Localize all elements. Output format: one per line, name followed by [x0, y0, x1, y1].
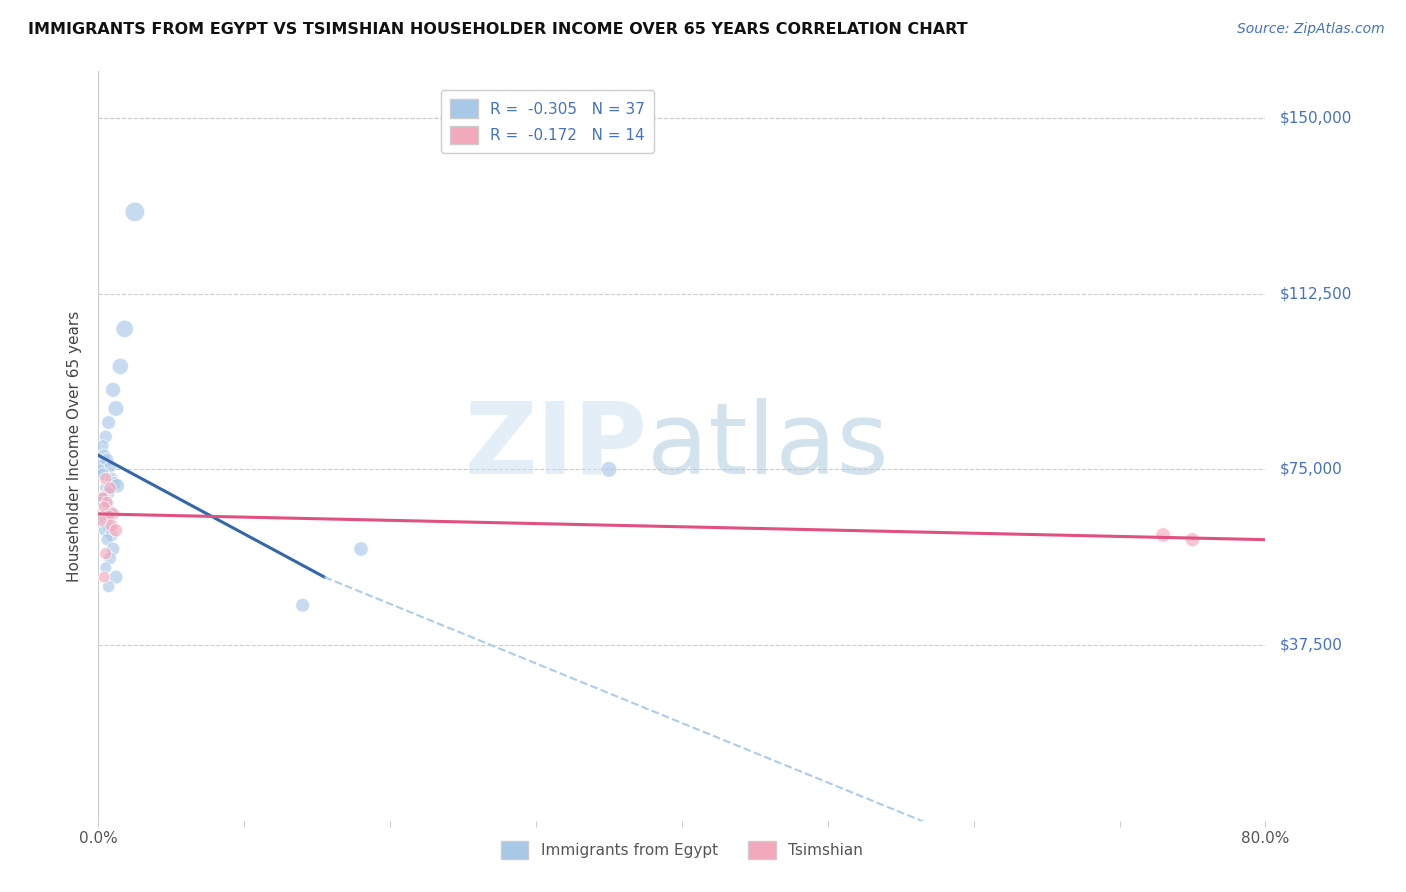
- Point: [101, 383, 124, 397]
- Point: [104, 570, 127, 584]
- Point: [91, 467, 114, 482]
- Point: [100, 518, 122, 533]
- Point: [110, 359, 132, 374]
- Point: [101, 542, 124, 557]
- Point: [93, 570, 115, 584]
- Y-axis label: Householder Income Over 65 years: Householder Income Over 65 years: [67, 310, 83, 582]
- Point: [93, 500, 115, 514]
- Point: [94, 514, 117, 528]
- Point: [97, 580, 120, 594]
- Point: [94, 481, 117, 495]
- Point: [94, 430, 117, 444]
- Text: atlas: atlas: [647, 398, 889, 494]
- Point: [91, 509, 114, 524]
- Point: [89, 462, 111, 476]
- Point: [94, 547, 117, 561]
- Point: [1181, 533, 1204, 547]
- Point: [100, 528, 122, 542]
- Point: [94, 561, 117, 575]
- Text: $75,000: $75,000: [1279, 462, 1343, 477]
- Text: $150,000: $150,000: [1279, 111, 1351, 126]
- Point: [94, 472, 117, 486]
- Point: [91, 439, 114, 453]
- Point: [97, 509, 120, 524]
- Point: [91, 491, 114, 505]
- Point: [98, 505, 121, 519]
- Text: ZIP: ZIP: [464, 398, 647, 494]
- Point: [96, 533, 118, 547]
- Point: [104, 523, 127, 537]
- Text: $112,500: $112,500: [1279, 286, 1351, 301]
- Point: [96, 453, 118, 467]
- Legend: Immigrants from Egypt, Tsimshian: Immigrants from Egypt, Tsimshian: [495, 835, 869, 865]
- Text: IMMIGRANTS FROM EGYPT VS TSIMSHIAN HOUSEHOLDER INCOME OVER 65 YEARS CORRELATION : IMMIGRANTS FROM EGYPT VS TSIMSHIAN HOUSE…: [28, 22, 967, 37]
- Point: [93, 449, 115, 463]
- Point: [100, 472, 122, 486]
- Point: [97, 485, 120, 500]
- Point: [291, 599, 314, 613]
- Point: [101, 507, 124, 521]
- Point: [105, 479, 128, 493]
- Point: [103, 476, 125, 491]
- Text: $37,500: $37,500: [1279, 638, 1343, 653]
- Point: [98, 551, 121, 566]
- Point: [350, 542, 373, 557]
- Point: [90, 495, 112, 509]
- Point: [124, 205, 146, 219]
- Point: [1152, 528, 1174, 542]
- Text: Source: ZipAtlas.com: Source: ZipAtlas.com: [1237, 22, 1385, 37]
- Point: [98, 460, 121, 475]
- Point: [96, 498, 118, 512]
- Point: [93, 523, 115, 537]
- Point: [104, 401, 127, 416]
- Point: [97, 518, 120, 533]
- Point: [98, 481, 121, 495]
- Point: [114, 322, 136, 336]
- Point: [90, 514, 112, 528]
- Point: [598, 462, 620, 476]
- Point: [93, 491, 115, 505]
- Point: [90, 458, 112, 472]
- Point: [97, 416, 120, 430]
- Point: [96, 495, 118, 509]
